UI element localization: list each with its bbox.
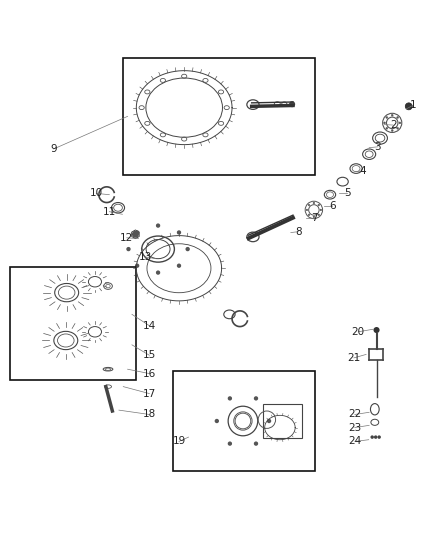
Circle shape xyxy=(320,209,322,211)
Circle shape xyxy=(177,263,181,268)
Circle shape xyxy=(378,435,381,439)
Text: 6: 6 xyxy=(329,200,336,211)
Circle shape xyxy=(254,396,258,401)
Circle shape xyxy=(318,204,320,206)
Circle shape xyxy=(185,247,190,251)
Circle shape xyxy=(126,247,131,251)
Circle shape xyxy=(386,117,388,118)
Circle shape xyxy=(156,223,160,228)
Text: 10: 10 xyxy=(90,188,103,198)
Text: 4: 4 xyxy=(359,166,366,176)
Text: 19: 19 xyxy=(172,437,186,447)
Circle shape xyxy=(371,435,374,439)
Circle shape xyxy=(386,127,388,129)
Text: 5: 5 xyxy=(344,188,351,198)
Text: 21: 21 xyxy=(347,353,360,363)
Bar xyxy=(262,403,302,439)
Text: 15: 15 xyxy=(143,350,156,360)
Circle shape xyxy=(156,270,160,275)
Text: 14: 14 xyxy=(143,321,156,330)
Text: 12: 12 xyxy=(120,233,133,243)
Circle shape xyxy=(397,117,399,118)
Text: 17: 17 xyxy=(143,389,156,399)
Circle shape xyxy=(391,114,393,116)
Text: 13: 13 xyxy=(138,252,152,262)
Circle shape xyxy=(132,231,139,238)
Circle shape xyxy=(289,101,295,107)
Text: 7: 7 xyxy=(311,213,318,223)
Bar xyxy=(123,58,315,175)
Text: 24: 24 xyxy=(348,437,361,447)
Circle shape xyxy=(313,216,315,218)
Circle shape xyxy=(384,122,385,124)
Text: 20: 20 xyxy=(352,327,365,337)
Bar xyxy=(10,266,136,379)
Circle shape xyxy=(308,214,310,216)
Circle shape xyxy=(318,214,320,216)
Circle shape xyxy=(308,204,310,206)
Circle shape xyxy=(135,230,139,235)
Circle shape xyxy=(391,130,393,132)
Circle shape xyxy=(306,209,308,211)
Text: 3: 3 xyxy=(374,142,381,152)
Bar xyxy=(173,371,315,471)
Circle shape xyxy=(267,419,271,423)
Text: 8: 8 xyxy=(295,227,301,237)
Circle shape xyxy=(254,441,258,446)
Text: 1: 1 xyxy=(410,100,416,110)
Text: 16: 16 xyxy=(143,368,156,378)
Text: 2: 2 xyxy=(390,120,396,130)
Text: 11: 11 xyxy=(102,207,116,216)
Text: 22: 22 xyxy=(348,409,361,419)
Circle shape xyxy=(228,396,232,401)
Circle shape xyxy=(177,230,181,235)
Circle shape xyxy=(135,263,139,268)
Circle shape xyxy=(374,327,380,333)
Circle shape xyxy=(399,122,401,124)
Circle shape xyxy=(405,103,412,110)
Circle shape xyxy=(228,441,232,446)
Circle shape xyxy=(397,127,399,129)
Circle shape xyxy=(374,435,378,439)
Text: 23: 23 xyxy=(348,423,361,433)
Text: 9: 9 xyxy=(50,144,57,154)
Circle shape xyxy=(313,202,315,204)
Text: 18: 18 xyxy=(143,409,156,419)
Circle shape xyxy=(215,419,219,423)
